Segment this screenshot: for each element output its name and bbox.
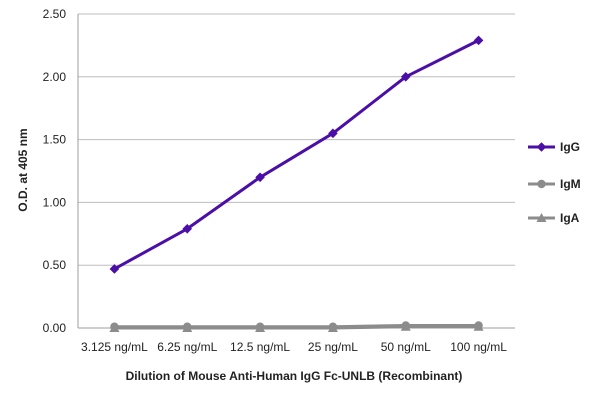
data-point-IgG-2: [255, 172, 265, 183]
y-tick-labels: 0.00 0.50 1.00 1.50 2.00 2.50: [43, 7, 67, 335]
legend-item-IgG: IgG: [528, 140, 580, 154]
axes-layer: [77, 14, 515, 329]
x-tick-label-4: 50 ng/mL: [381, 340, 431, 354]
x-tick-label-3: 25 ng/mL: [308, 340, 358, 354]
data-point-IgM-3: [328, 322, 338, 331]
data-point-IgM-1: [183, 322, 192, 331]
series-IgM: [110, 321, 483, 331]
y-tick-label-4: 2.00: [43, 70, 67, 84]
data-point-IgG-3: [328, 128, 338, 139]
x-axis-title: Dilution of Mouse Anti-Human IgG Fc-UNLB…: [126, 369, 463, 383]
y-axis-title: O.D. at 405 nm: [16, 128, 30, 211]
grid-layer: [78, 13, 515, 266]
y-tick-label-0: 0.00: [43, 321, 67, 335]
series-line-IgG: [113, 39, 480, 271]
data-point-IgG-4: [400, 72, 411, 82]
y-tick-label-5: 2.50: [43, 7, 67, 21]
legend-marker-IgG: [536, 142, 547, 152]
x-tick-label-1: 6.25 ng/mL: [157, 340, 217, 354]
x-tick-label-2: 12.5 ng/mL: [230, 340, 290, 354]
data-point-IgM-5: [474, 321, 483, 330]
y-tick-label-1: 0.50: [43, 258, 67, 272]
x-tick-labels: 3.125 ng/mL 6.25 ng/mL 12.5 ng/mL 25 ng/mL 5…: [81, 340, 507, 354]
series-layer: [109, 35, 484, 332]
legend-label-IgM: IgM: [560, 177, 581, 191]
x-tick-label-5: 100 ng/mL: [450, 340, 507, 354]
legend-item-IgM: IgM: [528, 177, 581, 191]
data-point-IgG-0: [109, 264, 120, 274]
x-tick-label-0: 3.125 ng/mL: [81, 340, 148, 354]
data-point-IgG-5: [473, 35, 484, 46]
legend-label-IgG: IgG: [560, 140, 580, 154]
data-point-IgG-1: [182, 223, 193, 234]
legend-item-IgA: IgA: [528, 211, 580, 225]
data-point-IgM-2: [255, 322, 265, 331]
legend: IgG IgM IgA: [528, 140, 581, 225]
data-point-IgM-0: [110, 322, 119, 331]
series-line-IgM: [114, 323, 479, 329]
y-tick-label-2: 1.00: [43, 195, 67, 209]
series-IgG: [109, 35, 484, 274]
legend-label-IgA: IgA: [560, 211, 580, 225]
y-tick-label-3: 1.50: [43, 133, 67, 147]
legend-marker-IgA: [536, 213, 547, 222]
data-point-IgM-4: [401, 321, 410, 330]
legend-marker-IgM: [537, 179, 546, 189]
